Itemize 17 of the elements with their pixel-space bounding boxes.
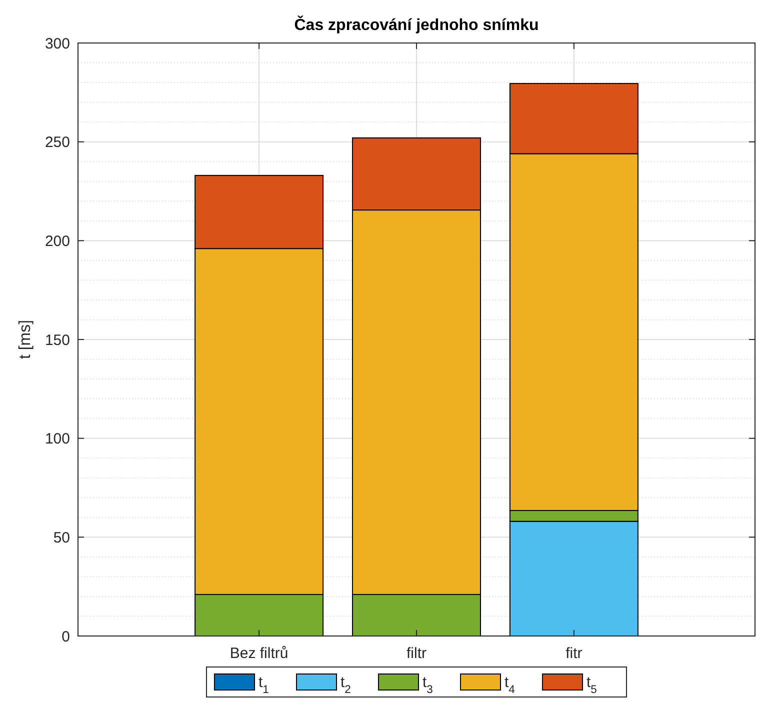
legend-label: t$_{5}$ xyxy=(586,674,597,696)
x-tick-label: fitr xyxy=(566,645,582,662)
y-tick-label: 0 xyxy=(62,628,70,646)
y-tick-label: 150 xyxy=(44,332,70,349)
legend-label: t$_{3}$ xyxy=(422,674,433,696)
y-axis-title: t [ms] xyxy=(17,320,34,360)
y-tick-label: 100 xyxy=(44,430,70,448)
legend-label: t$_{2}$ xyxy=(340,674,351,696)
chart-title: Čas zpracování jednoho snímku xyxy=(294,15,539,34)
y-tick-label: 250 xyxy=(44,134,70,152)
y-tick-label: 50 xyxy=(53,529,70,546)
y-tick-label: 200 xyxy=(44,232,70,250)
x-tick-label: filtr xyxy=(406,645,426,662)
y-tick-label: 300 xyxy=(44,35,70,52)
legend-label: t$_{1}$ xyxy=(258,674,269,696)
legend-label: t$_{4}$ xyxy=(504,674,515,696)
x-tick-label: Bez filtrů xyxy=(230,645,288,662)
